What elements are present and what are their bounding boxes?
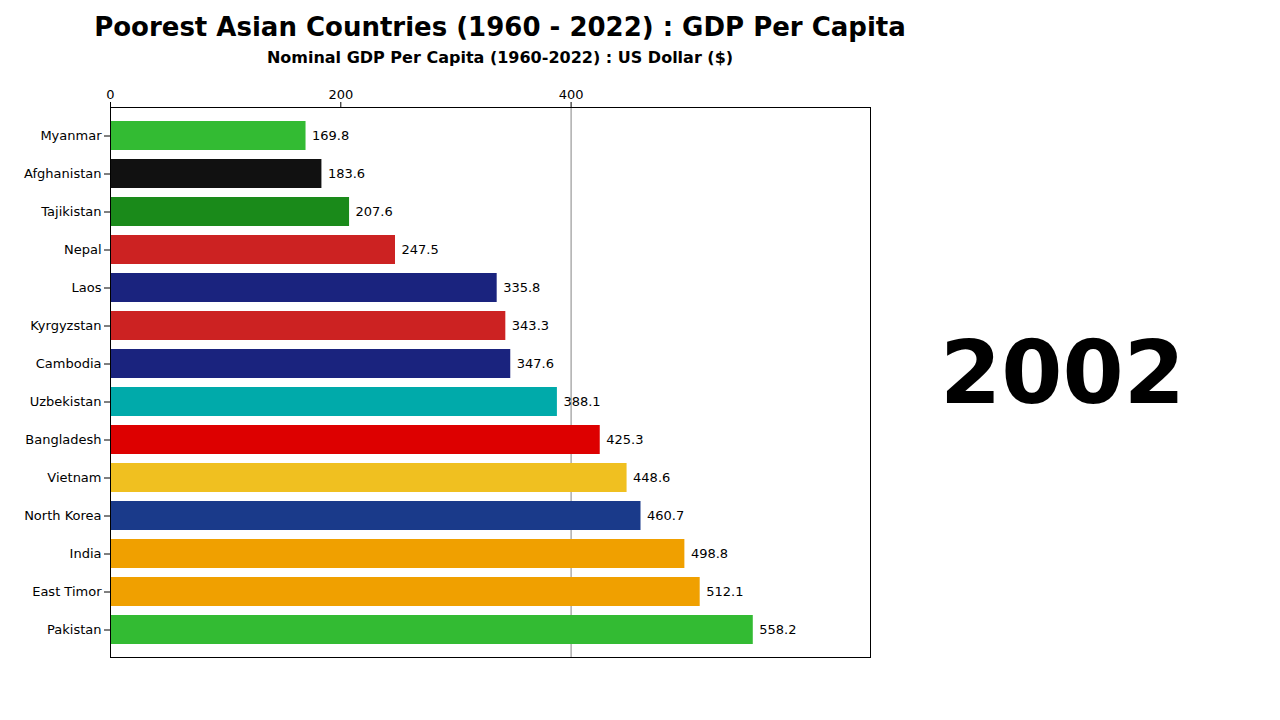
svg-text:Myanmar: Myanmar xyxy=(40,128,102,143)
svg-text:343.3: 343.3 xyxy=(512,318,549,333)
html-text:Nominal GDP Per Capita (1960-2: Nominal GDP Per Capita (1960-2022) : US … xyxy=(266,48,734,67)
html-text:Poorest Asian Countries (1960: Poorest Asian Countries (1960 - 2022) : … xyxy=(94,12,906,42)
svg-text:388.1: 388.1 xyxy=(563,394,600,409)
svg-text:400: 400 xyxy=(559,87,584,102)
svg-text:Cambodia: Cambodia xyxy=(36,356,102,371)
svg-text:North Korea: North Korea xyxy=(24,508,101,523)
svg-text:498.8: 498.8 xyxy=(691,546,728,561)
svg-text:Laos: Laos xyxy=(72,280,102,295)
svg-text:558.2: 558.2 xyxy=(759,622,796,637)
svg-text:448.6: 448.6 xyxy=(633,470,670,485)
svg-text:200: 200 xyxy=(328,87,353,102)
html-text:2002: 2002 xyxy=(940,320,1185,424)
svg-text:Tajikistan: Tajikistan xyxy=(40,204,101,219)
svg-text:Afghanistan: Afghanistan xyxy=(24,166,101,181)
svg-text:183.6: 183.6 xyxy=(328,166,365,181)
svg-text:335.8: 335.8 xyxy=(503,280,540,295)
svg-text:247.5: 247.5 xyxy=(402,242,439,257)
svg-text:Uzbekistan: Uzbekistan xyxy=(30,394,102,409)
svg-text:Bangladesh: Bangladesh xyxy=(25,432,101,447)
svg-text:0: 0 xyxy=(106,87,114,102)
svg-text:425.3: 425.3 xyxy=(606,432,643,447)
svg-text:Kyrgyzstan: Kyrgyzstan xyxy=(30,318,101,333)
svg-text:Vietnam: Vietnam xyxy=(47,470,101,485)
svg-text:512.1: 512.1 xyxy=(706,584,743,599)
svg-text:India: India xyxy=(70,546,102,561)
svg-text:East Timor: East Timor xyxy=(32,584,102,599)
svg-text:207.6: 207.6 xyxy=(356,204,393,219)
svg-text:Nepal: Nepal xyxy=(64,242,102,257)
svg-text:460.7: 460.7 xyxy=(647,508,684,523)
svg-text:169.8: 169.8 xyxy=(312,128,349,143)
svg-text:347.6: 347.6 xyxy=(517,356,554,371)
svg-text:Pakistan: Pakistan xyxy=(47,622,101,637)
